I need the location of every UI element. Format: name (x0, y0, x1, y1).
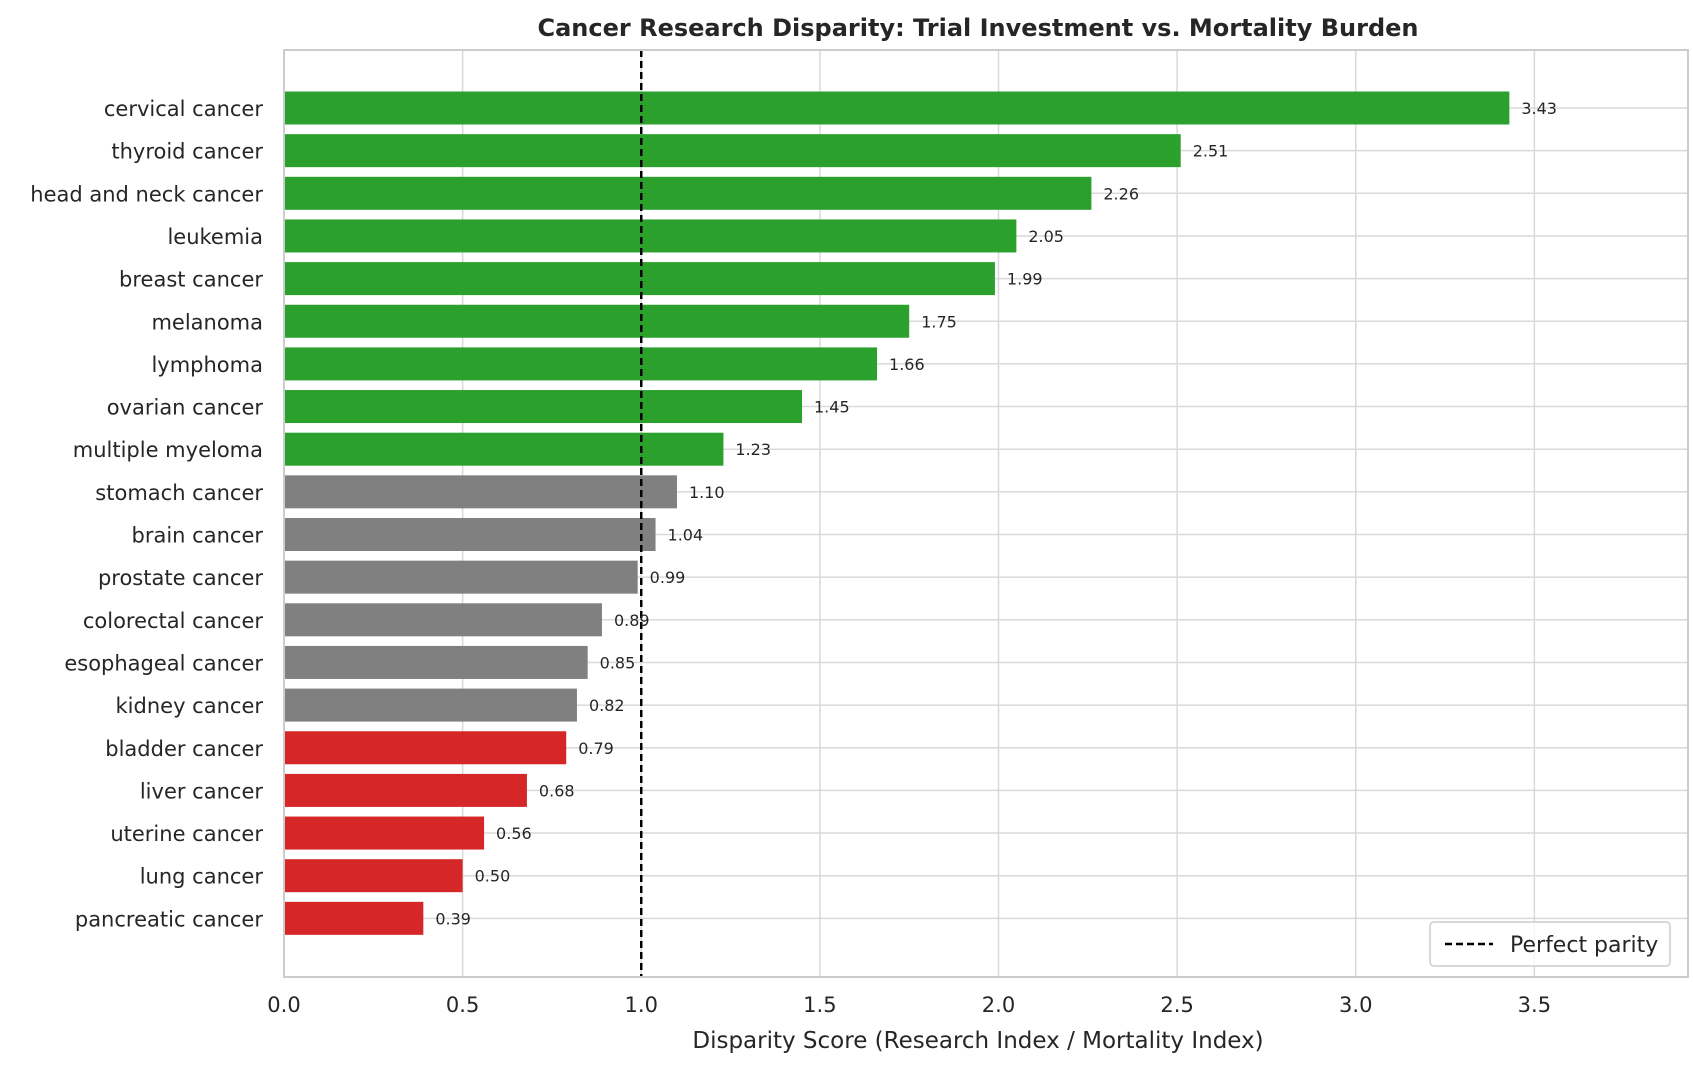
category-label-prostate-cancer: prostate cancer (98, 566, 263, 590)
bar-multiple-myeloma (284, 432, 724, 466)
bar-liver-cancer (284, 773, 527, 807)
category-label-ovarian-cancer: ovarian cancer (107, 396, 264, 420)
data-label-leukemia: 2.05 (1028, 227, 1064, 246)
category-label-leukemia: leukemia (167, 225, 263, 249)
data-label-brain-cancer: 1.04 (668, 526, 704, 545)
bar-prostate-cancer (284, 560, 638, 594)
x-tick-label: 0.0 (267, 993, 300, 1017)
data-label-cervical-cancer: 3.43 (1521, 99, 1557, 118)
data-label-uterine-cancer: 0.56 (496, 824, 532, 843)
category-label-kidney-cancer: kidney cancer (116, 694, 264, 718)
data-label-liver-cancer: 0.68 (539, 781, 575, 800)
bar-breast-cancer (284, 262, 995, 296)
bar-melanoma (284, 304, 910, 338)
bar-lung-cancer (284, 859, 463, 893)
category-label-thyroid-cancer: thyroid cancer (111, 140, 263, 164)
category-label-liver-cancer: liver cancer (140, 779, 264, 803)
bar-stomach-cancer (284, 475, 677, 509)
bar-ovarian-cancer (284, 390, 803, 424)
x-tick-label: 0.5 (446, 993, 479, 1017)
category-label-colorectal-cancer: colorectal cancer (83, 609, 264, 633)
plot-frame (283, 49, 1689, 978)
x-tick-label: 1.0 (625, 993, 658, 1017)
legend: Perfect parity (1429, 921, 1671, 967)
bar-kidney-cancer (284, 688, 577, 722)
data-label-head-and-neck-cancer: 2.26 (1103, 184, 1139, 203)
bar-leukemia (284, 219, 1017, 253)
data-label-stomach-cancer: 1.10 (689, 483, 725, 502)
bar-esophageal-cancer (284, 645, 588, 679)
data-label-ovarian-cancer: 1.45 (814, 398, 850, 417)
x-tick-label: 3.0 (1339, 993, 1372, 1017)
category-label-brain-cancer: brain cancer (132, 524, 264, 548)
category-label-multiple-myeloma: multiple myeloma (73, 438, 263, 462)
category-label-lung-cancer: lung cancer (140, 865, 264, 889)
data-label-melanoma: 1.75 (921, 312, 957, 331)
data-label-pancreatic-cancer: 0.39 (435, 909, 471, 928)
x-tick-label: 3.5 (1518, 993, 1551, 1017)
data-label-lung-cancer: 0.50 (475, 867, 511, 886)
x-tick-label: 1.5 (803, 993, 836, 1017)
bar-pancreatic-cancer (284, 901, 424, 935)
x-tick-label: 2.5 (1160, 993, 1193, 1017)
data-label-esophageal-cancer: 0.85 (600, 653, 636, 672)
legend-entry-perfect-parity: Perfect parity (1510, 933, 1658, 958)
data-label-kidney-cancer: 0.82 (589, 696, 625, 715)
category-label-uterine-cancer: uterine cancer (110, 822, 263, 846)
bar-layer (284, 91, 1510, 935)
category-label-cervical-cancer: cervical cancer (104, 97, 263, 121)
bar-lymphoma (284, 347, 878, 381)
bar-colorectal-cancer (284, 603, 602, 637)
bar-bladder-cancer (284, 731, 567, 765)
data-label-colorectal-cancer: 0.89 (614, 611, 650, 630)
category-label-lymphoma: lymphoma (151, 353, 263, 377)
category-label-breast-cancer: breast cancer (119, 268, 263, 292)
data-label-thyroid-cancer: 2.51 (1193, 142, 1229, 161)
x-tick-label: 2.0 (982, 993, 1015, 1017)
data-label-layer: 3.43 2.51 2.26 2.05 1.99 1.75 1.66 1.45 1.23 1.10… (435, 99, 1557, 928)
category-label-stomach-cancer: stomach cancer (95, 481, 263, 505)
x-tick-layer: 0.0 0.5 1.0 1.5 2.0 2.5 3.0 3.5 (267, 993, 1551, 1017)
bar-head-and-neck-cancer (284, 176, 1092, 210)
category-label-head-and-neck-cancer: head and neck cancer (30, 182, 263, 206)
data-label-breast-cancer: 1.99 (1007, 270, 1043, 289)
category-label-layer: cervical cancer thyroid cancer head and ne… (30, 97, 263, 931)
chart-title: Cancer Research Disparity: Trial Investm… (538, 14, 1419, 42)
category-label-pancreatic-cancer: pancreatic cancer (75, 907, 263, 931)
category-label-melanoma: melanoma (151, 310, 263, 334)
category-label-bladder-cancer: bladder cancer (105, 737, 263, 761)
x-axis-title: Disparity Score (Research Index / Mortal… (692, 1028, 1263, 1054)
bar-brain-cancer (284, 518, 656, 551)
data-label-prostate-cancer: 0.99 (650, 568, 686, 587)
bar-uterine-cancer (284, 816, 485, 850)
data-label-bladder-cancer: 0.79 (578, 739, 614, 758)
legend-box (1429, 921, 1671, 967)
data-label-lymphoma: 1.66 (889, 355, 925, 374)
category-label-esophageal-cancer: esophageal cancer (64, 651, 263, 675)
bar-thyroid-cancer (284, 134, 1181, 168)
bar-cervical-cancer (284, 91, 1510, 125)
data-label-multiple-myeloma: 1.23 (735, 440, 771, 459)
